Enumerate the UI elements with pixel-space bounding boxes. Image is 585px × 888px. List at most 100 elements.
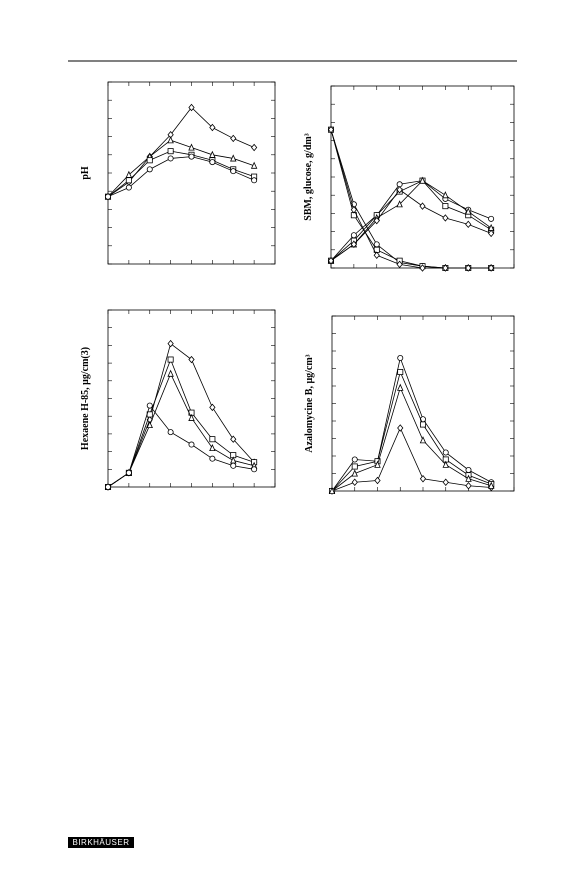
- marker: [167, 148, 174, 155]
- marker: [167, 339, 174, 348]
- marker: [488, 215, 495, 222]
- marker: [188, 355, 195, 364]
- series-line: [331, 356, 492, 492]
- marker: [442, 460, 449, 468]
- marker: [350, 232, 357, 239]
- series-line: [330, 180, 492, 262]
- marker: [125, 170, 133, 178]
- marker: [146, 157, 153, 164]
- marker: [125, 177, 132, 184]
- series-line: [330, 180, 492, 261]
- marker: [188, 153, 195, 160]
- marker: [188, 103, 195, 112]
- series-line: [107, 150, 255, 197]
- marker: [397, 368, 404, 375]
- marker: [251, 177, 258, 184]
- series-line: [107, 358, 255, 488]
- series-line: [107, 372, 255, 488]
- marker: [209, 455, 216, 462]
- marker: [351, 463, 358, 470]
- marker: [327, 125, 335, 134]
- marker: [230, 154, 237, 162]
- marker: [209, 436, 216, 443]
- marker: [397, 383, 404, 391]
- marker: [230, 462, 237, 469]
- marker: [146, 166, 153, 173]
- marker: [328, 486, 336, 495]
- series-line: [331, 427, 492, 492]
- publisher-logo: BIRKHÄUSER: [72, 838, 129, 847]
- marker: [327, 256, 335, 265]
- marker: [373, 216, 380, 225]
- marker: [188, 413, 195, 421]
- marker: [442, 264, 449, 272]
- marker: [209, 159, 216, 166]
- series-line: [330, 180, 492, 262]
- series-line: [107, 404, 255, 488]
- marker: [442, 214, 449, 222]
- marker: [350, 206, 357, 214]
- marker: [465, 474, 472, 482]
- marker: [397, 424, 404, 432]
- marker: [419, 176, 426, 184]
- marker: [167, 136, 174, 144]
- marker: [465, 466, 472, 473]
- marker: [465, 264, 472, 272]
- marker: [419, 202, 426, 210]
- series-line: [331, 370, 492, 492]
- marker: [442, 203, 449, 210]
- marker: [209, 403, 216, 412]
- marker: [419, 475, 427, 483]
- marker: [351, 478, 358, 486]
- marker: [350, 240, 357, 249]
- marker: [419, 264, 426, 272]
- marker: [230, 168, 237, 175]
- marker: [373, 241, 380, 248]
- marker: [351, 456, 358, 463]
- series-line: [107, 156, 255, 198]
- series-line: [107, 139, 255, 197]
- marker: [167, 155, 174, 162]
- marker: [374, 460, 381, 468]
- y-axis-label: pH: [80, 166, 91, 180]
- marker: [167, 369, 174, 377]
- marker: [209, 123, 216, 132]
- marker: [167, 356, 174, 363]
- marker: [105, 193, 112, 200]
- marker: [465, 220, 472, 229]
- marker: [251, 143, 258, 152]
- marker: [167, 429, 174, 436]
- marker: [488, 264, 495, 272]
- marker: [125, 184, 132, 191]
- marker: [442, 191, 449, 199]
- marker: [465, 482, 472, 490]
- marker: [373, 251, 380, 259]
- series-line: [107, 106, 255, 197]
- marker: [146, 420, 153, 429]
- marker: [146, 402, 153, 409]
- series-line: [330, 189, 492, 262]
- marker: [488, 229, 495, 238]
- y-axis-label: SBM, glucose, g/dm³: [303, 133, 314, 220]
- logo-box: [68, 837, 134, 848]
- marker: [188, 441, 195, 448]
- plot-frame: [331, 315, 515, 492]
- marker: [374, 476, 381, 485]
- series-line: [330, 129, 492, 269]
- marker: [105, 483, 112, 490]
- series-line: [331, 386, 492, 492]
- marker: [419, 421, 426, 428]
- marker: [125, 469, 132, 476]
- marker: [465, 207, 472, 215]
- marker: [250, 161, 258, 169]
- marker: [488, 481, 495, 489]
- marker: [442, 478, 449, 486]
- marker: [396, 200, 403, 208]
- marker: [351, 469, 358, 477]
- marker: [396, 186, 403, 194]
- marker: [230, 435, 237, 443]
- marker: [230, 134, 237, 143]
- marker: [442, 449, 449, 456]
